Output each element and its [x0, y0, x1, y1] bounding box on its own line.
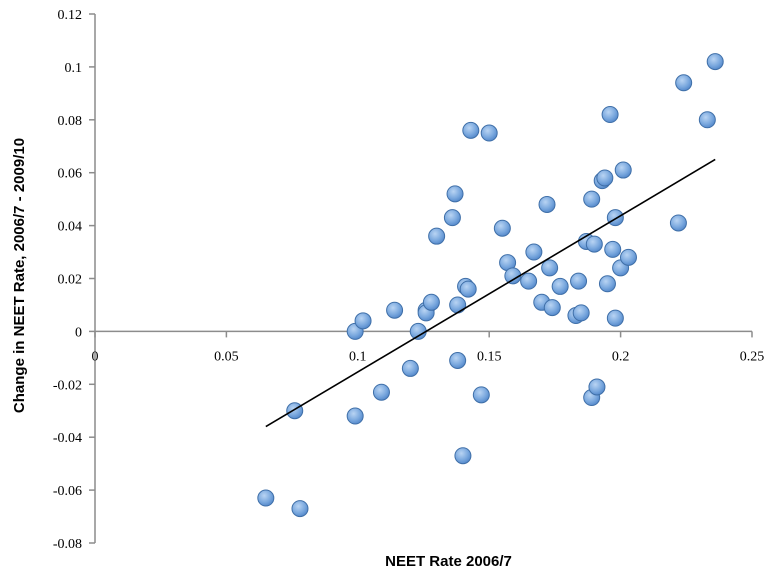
- y-tick-label: 0.02: [58, 273, 83, 288]
- data-point: [604, 240, 622, 258]
- data-point: [443, 209, 461, 227]
- x-tick-labels: 0 0.05 0.1 0.15 0.2 0.25: [92, 349, 765, 364]
- data-point: [596, 169, 614, 187]
- data-point: [669, 214, 687, 232]
- x-tick-label: 0.05: [214, 349, 239, 364]
- data-point: [698, 111, 716, 129]
- data-point: [583, 190, 601, 208]
- data-point: [257, 489, 275, 507]
- x-tick-label: 0: [92, 349, 99, 364]
- data-point: [541, 259, 559, 277]
- x-tick-label: 0.15: [477, 349, 502, 364]
- data-point: [472, 386, 490, 404]
- y-tick-label: -0.06: [53, 484, 82, 499]
- data-points: [257, 53, 724, 518]
- data-point: [459, 280, 477, 298]
- data-point: [525, 243, 543, 261]
- data-point: [598, 275, 616, 293]
- data-point: [520, 272, 538, 290]
- data-point: [493, 219, 511, 237]
- data-point: [449, 351, 467, 369]
- data-point: [454, 447, 472, 465]
- data-point: [346, 407, 364, 425]
- data-point: [606, 309, 624, 327]
- y-tick-labels: 0.12 0.1 0.08 0.06 0.04 0.02 0 -0.02 -0.04 -0.06 -…: [53, 8, 82, 552]
- x-axis-title: NEET Rate 2006/7: [385, 553, 512, 570]
- data-point: [543, 299, 561, 317]
- data-point: [372, 383, 390, 401]
- x-tick-label: 0.1: [349, 349, 367, 364]
- y-tick-label: 0.08: [58, 114, 83, 129]
- data-point: [606, 209, 624, 227]
- axes: [89, 13, 753, 544]
- data-point: [291, 500, 309, 518]
- data-point: [446, 185, 464, 203]
- data-point: [409, 322, 427, 340]
- y-tick-label: 0.06: [58, 167, 83, 182]
- y-tick-label: 0: [75, 325, 82, 340]
- trendline: [265, 158, 716, 428]
- data-point: [585, 235, 603, 253]
- data-point: [286, 402, 304, 420]
- y-axis-title: Change in NEET Rate, 2006/7 - 2009/10: [11, 138, 28, 413]
- y-tick-label: -0.02: [53, 378, 82, 393]
- data-point: [619, 248, 637, 266]
- data-point: [706, 53, 724, 71]
- data-point: [538, 195, 556, 213]
- y-tick-label: 0.12: [58, 8, 83, 23]
- data-point: [386, 301, 404, 319]
- x-tick-label: 0.2: [612, 349, 630, 364]
- data-point: [401, 359, 419, 377]
- data-point: [462, 121, 480, 139]
- data-point: [480, 124, 498, 142]
- data-point: [551, 277, 569, 295]
- y-tick-label: 0.1: [65, 61, 83, 76]
- y-tick-label: -0.04: [53, 431, 82, 446]
- data-point: [614, 161, 632, 179]
- data-point: [422, 293, 440, 311]
- data-point: [588, 378, 606, 396]
- data-point: [675, 74, 693, 92]
- data-point: [570, 272, 588, 290]
- y-tick-label: 0.04: [58, 220, 83, 235]
- data-point: [449, 296, 467, 314]
- data-point: [428, 227, 446, 245]
- y-tick-label: -0.08: [53, 537, 82, 552]
- data-point: [354, 312, 372, 330]
- data-point: [572, 304, 590, 322]
- data-point: [601, 106, 619, 124]
- x-tick-label: 0.25: [740, 349, 765, 364]
- trendline-group: [265, 158, 716, 428]
